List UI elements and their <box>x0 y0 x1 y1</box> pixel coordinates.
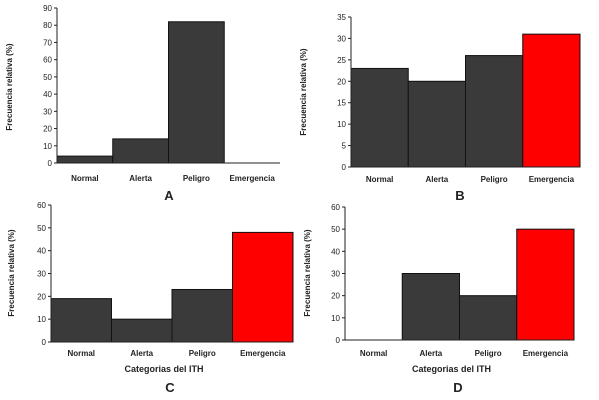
y-tick-label: 30 <box>37 270 46 279</box>
bar-emergencia <box>522 33 581 168</box>
y-tick-label: 30 <box>331 270 340 279</box>
y-tick-label: 40 <box>43 90 52 99</box>
y-tick-label: 10 <box>43 142 52 151</box>
category-label: Alerta <box>426 175 449 184</box>
category-label: Emergencia <box>229 174 275 183</box>
y-tick-label: 60 <box>43 56 52 65</box>
category-label: Peligro <box>189 349 216 358</box>
category-label: Emergencia <box>240 349 286 358</box>
category-label: Normal <box>71 174 99 183</box>
bar-peligro <box>171 288 233 343</box>
bar-normal <box>50 298 112 343</box>
panel-letter: C <box>165 380 175 395</box>
category-label: Peligro <box>481 175 508 184</box>
y-tick-label: 5 <box>342 142 347 151</box>
y-tick-label: 0 <box>48 159 53 168</box>
y-axis-label: Frecuencia relativa (%) <box>303 229 312 316</box>
category-label: Alerta <box>130 349 153 358</box>
category-label: Emergencia <box>529 175 575 184</box>
bar-peligro <box>168 21 225 164</box>
bar-peligro <box>459 295 518 341</box>
y-tick-label: 50 <box>331 225 340 234</box>
y-tick-label: 10 <box>337 120 346 129</box>
x-axis-label: Categorias del ITH <box>412 364 491 374</box>
y-tick-label: 20 <box>337 77 346 86</box>
y-tick-label: 20 <box>331 292 340 301</box>
y-tick-label: 20 <box>37 292 46 301</box>
category-label: Normal <box>360 349 388 358</box>
bar-emergencia <box>232 231 294 343</box>
y-axis-label: Frecuencia relativa (%) <box>7 229 16 316</box>
x-axis-label: Categorias del ITH <box>124 364 203 374</box>
bar-alerta <box>111 318 173 343</box>
y-tick-label: 40 <box>37 247 46 256</box>
y-tick-label: 50 <box>37 224 46 233</box>
y-tick-label: 10 <box>37 315 46 324</box>
bar-normal <box>350 67 409 168</box>
category-label: Alerta <box>420 349 443 358</box>
y-tick-label: 40 <box>331 247 340 256</box>
y-tick-label: 10 <box>331 314 340 323</box>
panel-b: 0 5 10 15 20 25 30 35 Normal Alerta Peligro Emergen… <box>299 13 581 203</box>
panel-letter: B <box>455 188 464 203</box>
category-label: Normal <box>366 175 394 184</box>
y-tick-label: 60 <box>37 201 46 210</box>
panel-c: 0 10 20 30 40 50 60 Normal Alerta Peligro Emergenc… <box>7 201 294 395</box>
y-tick-label: 70 <box>43 38 52 47</box>
y-tick-label: 30 <box>337 34 346 43</box>
category-label: Peligro <box>183 174 210 183</box>
category-label: Peligro <box>475 349 502 358</box>
y-tick-label: 15 <box>337 99 346 108</box>
panel-a: 0 10 20 30 40 50 60 70 80 90 Normal Alerta Peligro Em… <box>5 4 280 203</box>
y-tick-label: 0 <box>342 163 347 172</box>
y-tick-label: 50 <box>43 73 52 82</box>
bar-alerta <box>401 273 460 341</box>
category-label: Alerta <box>129 174 152 183</box>
y-tick-label: 30 <box>43 107 52 116</box>
bar-peligro <box>465 55 524 168</box>
category-label: Normal <box>67 349 95 358</box>
y-tick-label: 60 <box>331 203 340 212</box>
panel-letter: D <box>453 380 462 395</box>
bar-emergencia <box>516 228 575 341</box>
panel-letter: A <box>164 188 174 203</box>
category-label: Emergencia <box>523 349 569 358</box>
y-axis-label: Frecuencia relativa (%) <box>299 48 308 135</box>
bar-alerta <box>112 138 169 164</box>
bar-normal <box>56 155 114 164</box>
y-tick-label: 25 <box>337 56 346 65</box>
bar-alerta <box>407 80 466 168</box>
y-tick-label: 90 <box>43 4 52 13</box>
y-tick-label: 20 <box>43 125 52 134</box>
y-tick-label: 0 <box>42 338 47 347</box>
y-tick-label: 80 <box>43 21 52 30</box>
y-axis-label: Frecuencia relativa (%) <box>5 43 14 130</box>
y-tick-label: 35 <box>337 13 346 22</box>
y-tick-label: 0 <box>336 336 341 345</box>
panel-d: 0 10 20 30 40 50 60 Normal Alerta Peligro Emergenc… <box>303 203 575 395</box>
